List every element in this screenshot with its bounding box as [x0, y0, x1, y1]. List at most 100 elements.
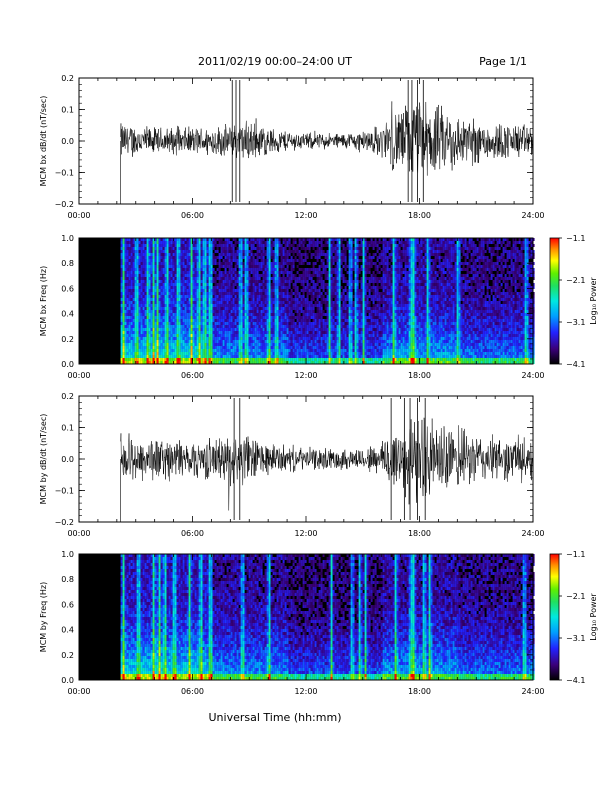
heatmap-cell — [234, 250, 237, 253]
heatmap-cell — [254, 277, 257, 280]
heatmap-cell — [224, 295, 227, 298]
heatmap-cell — [144, 325, 147, 328]
heatmap-cell — [186, 268, 189, 271]
heatmap-cell — [120, 307, 123, 310]
heatmap-cell — [178, 244, 181, 247]
heatmap-cell — [268, 328, 271, 331]
heatmap-cell — [130, 298, 133, 301]
heatmap-cell — [160, 358, 163, 361]
heatmap-cell — [154, 277, 157, 280]
heatmap-cell — [194, 319, 197, 322]
heatmap-cell — [220, 286, 223, 289]
heatmap-cell — [264, 319, 267, 322]
heatmap-cell — [252, 358, 255, 361]
heatmap-cell — [188, 313, 191, 316]
heatmap-cell — [348, 295, 351, 298]
heatmap-cell — [346, 271, 349, 274]
heatmap-cell — [342, 322, 345, 325]
heatmap-cell — [360, 328, 363, 331]
heatmap-cell — [224, 349, 227, 352]
heatmap-cell — [194, 256, 197, 259]
heatmap-cell — [208, 268, 211, 271]
heatmap-cell — [140, 328, 143, 331]
heatmap-cell — [176, 322, 179, 325]
heatmap-cell — [256, 337, 259, 340]
heatmap-cell — [220, 310, 223, 313]
heatmap-cell — [192, 322, 195, 325]
heatmap-cell — [166, 319, 169, 322]
heatmap-cell — [346, 334, 349, 337]
heatmap-cell — [280, 295, 283, 298]
heatmap-cell — [150, 277, 153, 280]
heatmap-cell — [138, 271, 141, 274]
heatmap-cell — [138, 358, 141, 361]
heatmap-cell — [200, 301, 203, 304]
heatmap-cell — [178, 268, 181, 271]
heatmap-cell — [206, 331, 209, 334]
heatmap-cell — [202, 310, 205, 313]
heatmap-cell — [324, 352, 327, 355]
heatmap-cell — [288, 283, 291, 286]
heatmap-cell — [136, 250, 139, 253]
heatmap-cell — [162, 304, 165, 307]
heatmap-cell — [188, 343, 191, 346]
heatmap-cell — [308, 244, 311, 247]
heatmap-cell — [198, 256, 201, 259]
heatmap-cell — [128, 307, 131, 310]
heatmap-cell — [358, 325, 361, 328]
heatmap-cell — [236, 301, 239, 304]
heatmap-cell — [192, 265, 195, 268]
heatmap-cell — [322, 322, 325, 325]
heatmap-cell — [284, 241, 287, 244]
heatmap-cell — [130, 253, 133, 256]
heatmap-cell — [264, 298, 267, 301]
heatmap-cell — [216, 277, 219, 280]
heatmap-cell — [214, 301, 217, 304]
heatmap-cell — [260, 337, 263, 340]
heatmap-cell — [352, 322, 355, 325]
heatmap-cell — [146, 349, 149, 352]
heatmap-cell — [340, 286, 343, 289]
heatmap-cell — [124, 256, 127, 259]
heatmap-cell — [312, 355, 315, 358]
heatmap-cell — [158, 355, 161, 358]
heatmap-cell — [212, 241, 215, 244]
heatmap-cell — [358, 322, 361, 325]
heatmap-cell — [242, 277, 245, 280]
heatmap-cell — [204, 301, 207, 304]
heatmap-cell — [268, 268, 271, 271]
heatmap-cell — [250, 298, 253, 301]
heatmap-cell — [352, 337, 355, 340]
heatmap-cell — [332, 271, 335, 274]
heatmap-cell — [148, 334, 151, 337]
heatmap-cell — [186, 310, 189, 313]
heatmap-cell — [152, 283, 155, 286]
heatmap-cell — [362, 277, 365, 280]
heatmap-cell — [126, 265, 129, 268]
heatmap-cell — [356, 256, 359, 259]
heatmap-cell — [158, 259, 161, 262]
heatmap-cell — [350, 241, 353, 244]
heatmap-cell — [306, 292, 309, 295]
heatmap-cell — [326, 271, 329, 274]
heatmap-cell — [300, 328, 303, 331]
heatmap-cell — [326, 274, 329, 277]
heatmap-cell — [290, 331, 293, 334]
heatmap-cell — [356, 259, 359, 262]
heatmap-cell — [174, 316, 177, 319]
heatmap-cell — [172, 337, 175, 340]
heatmap-cell — [120, 283, 123, 286]
heatmap-cell — [284, 355, 287, 358]
heatmap-cell — [212, 337, 215, 340]
heatmap-cell — [258, 322, 261, 325]
heatmap-cell — [354, 280, 357, 283]
heatmap-cell — [266, 352, 269, 355]
heatmap-cell — [180, 295, 183, 298]
heatmap-cell — [186, 289, 189, 292]
heatmap-cell — [136, 355, 139, 358]
heatmap-cell — [272, 250, 275, 253]
heatmap-cell — [302, 319, 305, 322]
heatmap-cell — [276, 325, 279, 328]
heatmap-cell — [328, 253, 331, 256]
heatmap-cell — [304, 280, 307, 283]
